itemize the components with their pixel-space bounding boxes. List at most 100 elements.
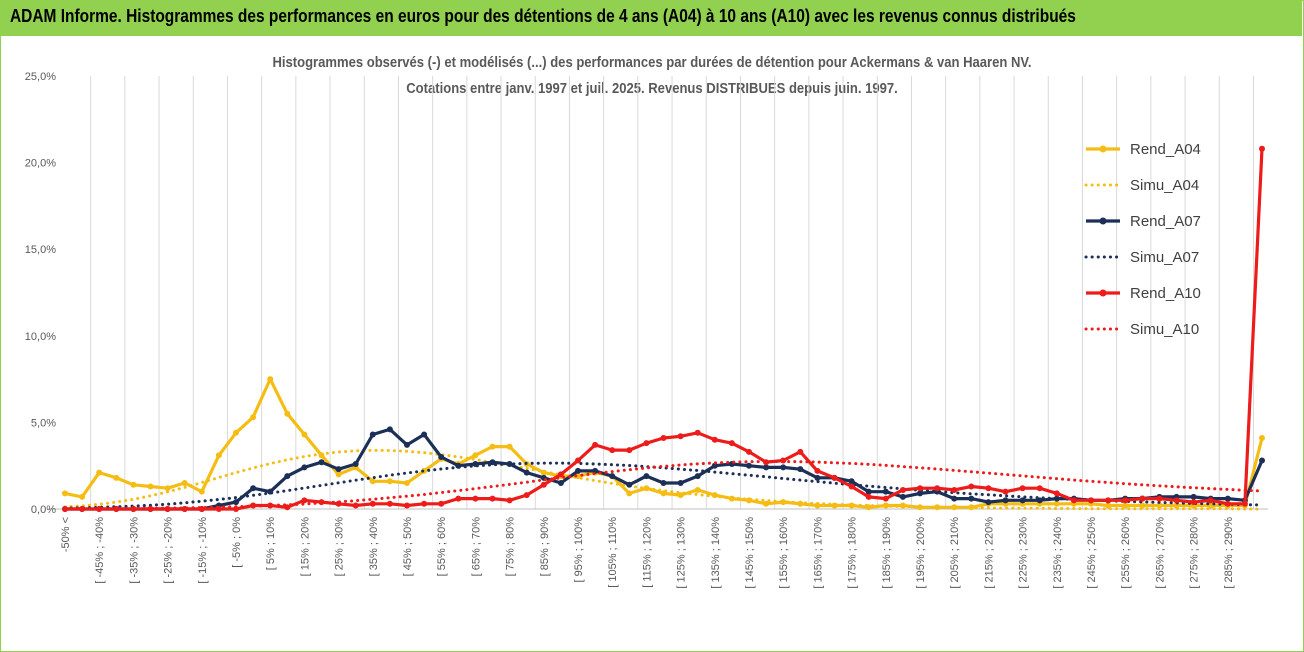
point-rend-a10 — [797, 448, 804, 455]
point-rend-a07 — [557, 480, 564, 487]
point-rend-a07 — [1259, 457, 1265, 464]
legend-label-rend-a04: Rend_A04 — [1130, 141, 1201, 158]
point-rend-a04 — [677, 492, 684, 499]
point-rend-a04 — [198, 488, 205, 495]
x-tick-label: [ 285% ; 290% — [1223, 517, 1235, 589]
x-tick-label: [ 255% ; 260% — [1120, 517, 1132, 589]
point-rend-a04 — [369, 478, 376, 485]
point-rend-a07 — [575, 467, 581, 474]
point-rend-a04 — [113, 474, 120, 481]
point-rend-a10 — [677, 433, 684, 440]
point-rend-a04 — [267, 376, 274, 383]
point-rend-a10 — [865, 493, 872, 500]
legend-label-simu-a04: Simu_A04 — [1130, 177, 1199, 194]
y-tick-label: 10,0% — [25, 331, 56, 343]
point-rend-a07 — [1224, 495, 1231, 502]
point-rend-a07 — [335, 466, 342, 473]
x-tick-label: [ 75% ; 80% — [505, 517, 517, 577]
point-rend-a10 — [1019, 485, 1026, 492]
point-rend-a10 — [1207, 497, 1214, 504]
point-rend-a04 — [951, 504, 958, 511]
legend-label-simu-a07: Simu_A07 — [1130, 249, 1199, 266]
point-rend-a07 — [1002, 497, 1009, 504]
point-rend-a07 — [985, 499, 992, 506]
point-rend-a10 — [369, 500, 376, 507]
legend-label-rend-a07: Rend_A07 — [1130, 213, 1201, 230]
point-rend-a07 — [951, 495, 958, 502]
point-rend-a04 — [79, 493, 86, 500]
point-rend-a07 — [438, 454, 445, 461]
point-rend-a04 — [1139, 502, 1146, 509]
x-tick-label: [ 15% ; 20% — [299, 517, 311, 577]
point-rend-a10 — [934, 485, 941, 492]
y-tick-label: 0,0% — [31, 504, 56, 516]
point-rend-a04 — [284, 410, 291, 417]
point-rend-a07 — [1190, 493, 1197, 500]
point-rend-a04 — [472, 452, 479, 459]
point-rend-a10 — [968, 483, 975, 490]
point-rend-a07 — [318, 459, 325, 466]
x-tick-label: [ -25% ; -20% — [163, 517, 175, 584]
point-rend-a10 — [711, 436, 718, 443]
point-rend-a10 — [1088, 497, 1094, 504]
point-rend-a07 — [643, 473, 650, 480]
point-rend-a10 — [694, 429, 701, 436]
point-rend-a04 — [1156, 502, 1163, 509]
point-rend-a10 — [404, 502, 410, 509]
point-rend-a04 — [335, 471, 342, 478]
chart-title: Histogrammes observés (-) et modélisés (… — [272, 55, 1032, 71]
point-rend-a10 — [882, 495, 889, 502]
grid-lines — [48, 76, 1268, 510]
point-rend-a07 — [523, 469, 530, 476]
x-tick-label: [ 55% ; 60% — [436, 517, 448, 577]
point-rend-a10 — [814, 467, 821, 474]
point-rend-a07 — [814, 474, 821, 481]
point-rend-a10 — [609, 447, 616, 454]
point-rend-a04 — [694, 486, 701, 493]
x-axis: -50% < [ -45% ; -40% [ -35% ; -30% [ -25% ;… — [60, 517, 1235, 589]
point-rend-a04 — [250, 414, 257, 421]
y-tick-label: 20,0% — [25, 158, 56, 170]
point-rend-a07 — [677, 480, 684, 487]
x-tick-label: [ 5% ; 10% — [265, 517, 277, 570]
x-tick-label: [ 115% ; 120% — [641, 517, 653, 588]
point-rend-a10 — [540, 481, 547, 488]
x-tick-label: [ 275% ; 280% — [1189, 517, 1201, 589]
point-rend-a10 — [848, 483, 855, 490]
point-rend-a10 — [233, 506, 239, 512]
x-tick-label: [ 95% ; 100% — [573, 517, 585, 583]
point-rend-a07 — [609, 473, 616, 480]
point-rend-a07 — [421, 431, 428, 438]
point-rend-a10 — [1036, 485, 1043, 492]
point-rend-a10 — [1002, 488, 1009, 495]
point-rend-a07 — [233, 499, 239, 506]
point-rend-a10 — [1259, 145, 1265, 152]
point-rend-a10 — [1105, 497, 1112, 504]
point-rend-a10 — [592, 441, 599, 448]
legend-label-simu-a10: Simu_A10 — [1130, 321, 1199, 338]
point-rend-a07 — [882, 488, 889, 495]
x-tick-label: [ 195% ; 200% — [915, 517, 927, 589]
legend: Rend_A04 Simu_A04 Rend_A07 Simu_A07 Rend_A10… — [1084, 141, 1201, 338]
point-rend-a04 — [1053, 500, 1060, 507]
point-rend-a04 — [763, 500, 770, 507]
x-tick-label: [ 205% ; 210% — [949, 517, 961, 589]
point-rend-a10 — [1070, 497, 1077, 504]
point-rend-a04 — [1122, 502, 1129, 509]
point-rend-a04 — [934, 504, 941, 511]
point-rend-a10 — [421, 500, 428, 507]
point-rend-a10 — [1053, 490, 1060, 497]
x-tick-label: [ 265% ; 270% — [1154, 517, 1166, 589]
x-tick-label: [ -15% ; -10% — [197, 517, 209, 584]
point-rend-a07 — [352, 460, 359, 467]
point-rend-a10 — [746, 448, 752, 455]
point-rend-a10 — [985, 485, 992, 492]
series-simu-a04 — [63, 448, 1264, 511]
point-rend-a07 — [626, 481, 633, 488]
point-rend-a10 — [1224, 500, 1231, 507]
point-rend-a10 — [1241, 500, 1248, 507]
point-rend-a10 — [643, 440, 650, 447]
point-rend-a07 — [711, 462, 718, 469]
point-rend-a07 — [899, 493, 906, 500]
